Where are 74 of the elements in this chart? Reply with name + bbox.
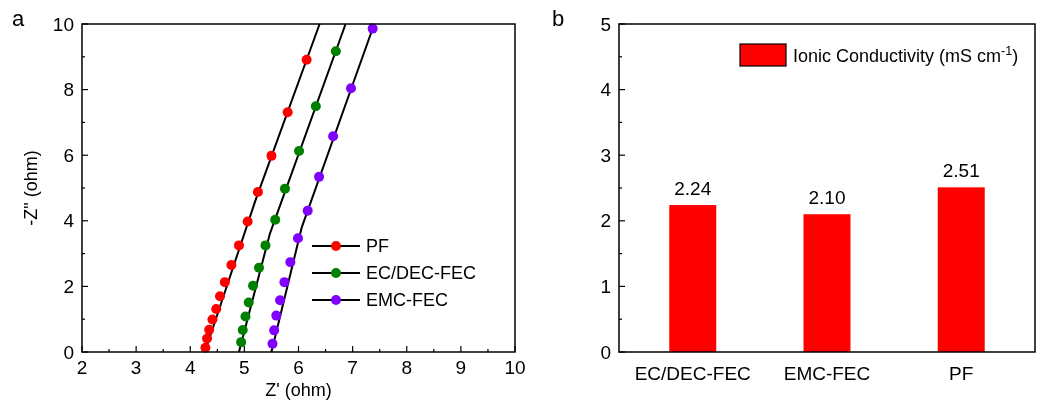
y-axis-title: -Z" (ohm) [21, 150, 41, 226]
point [211, 304, 222, 315]
point [260, 240, 271, 251]
y-tick-label: 4 [600, 79, 612, 101]
point [301, 54, 312, 65]
y-tick-label: 0 [600, 341, 611, 363]
point [294, 145, 305, 156]
point [314, 171, 325, 182]
point [275, 295, 286, 306]
point [279, 183, 290, 194]
y-tick-label: 5 [600, 13, 611, 35]
point [236, 337, 247, 348]
point [271, 310, 282, 321]
y-tick-label: 2 [63, 275, 74, 297]
x-tick-label: 9 [455, 357, 467, 378]
legend-label: EC/DEC-FEC [366, 263, 477, 283]
point [253, 262, 264, 273]
point [266, 150, 277, 161]
point [237, 325, 248, 336]
point [219, 277, 230, 288]
point [233, 240, 244, 251]
y-tick-label: 10 [52, 13, 74, 35]
point [242, 216, 253, 227]
data-label: 2.51 [942, 160, 980, 182]
x-tick-label: 5 [239, 357, 250, 378]
x-tick-label: 4 [184, 357, 196, 378]
point [204, 324, 215, 335]
x-tick-label: 10 [504, 357, 526, 378]
point [267, 338, 278, 349]
point [269, 325, 280, 336]
x-tick-label: 8 [401, 357, 413, 378]
text: a [12, 6, 25, 31]
y-tick-label: 3 [600, 144, 611, 166]
y-tick-label: 2 [600, 210, 611, 232]
legend-label: Ionic Conductivity (mS cm$^{-1}$) [793, 44, 1019, 66]
point [215, 291, 226, 302]
y-tick-label: 1 [600, 275, 611, 297]
y-tick-label: 6 [63, 144, 74, 166]
x-tick-label: 7 [347, 357, 358, 378]
x-axis-title: Z' (ohm) [265, 380, 332, 400]
legend-label: EMC-FEC [366, 290, 448, 310]
data-label: 2.10 [808, 187, 846, 209]
bar [937, 187, 985, 352]
x-tick-label: EC/DEC-FEC [634, 363, 751, 384]
y-tick-label: 8 [63, 79, 74, 101]
point [202, 333, 213, 344]
point [292, 233, 303, 244]
point [330, 46, 341, 57]
x-tick-label: 6 [293, 357, 304, 378]
point [248, 280, 259, 291]
point [270, 214, 281, 225]
point [282, 107, 293, 118]
point [302, 205, 313, 216]
bar [669, 205, 717, 352]
data-label: 2.24 [674, 178, 712, 200]
x-tick-label: 2 [76, 357, 88, 378]
point [243, 297, 254, 308]
point [252, 186, 263, 197]
point [240, 311, 251, 322]
legend-label: PF [366, 236, 390, 256]
point [328, 131, 339, 142]
y-tick-label: 0 [63, 341, 74, 363]
y-tick-label: 4 [63, 210, 75, 232]
x-tick-label: 3 [130, 357, 142, 378]
x-tick-label: EMC-FEC [783, 363, 871, 384]
point [285, 257, 296, 268]
point [310, 101, 321, 112]
text: b [552, 6, 565, 31]
point [226, 260, 237, 271]
bar [803, 214, 851, 352]
point [279, 277, 290, 288]
point [346, 83, 356, 94]
point [207, 314, 218, 325]
x-tick-label: PF [949, 363, 974, 384]
